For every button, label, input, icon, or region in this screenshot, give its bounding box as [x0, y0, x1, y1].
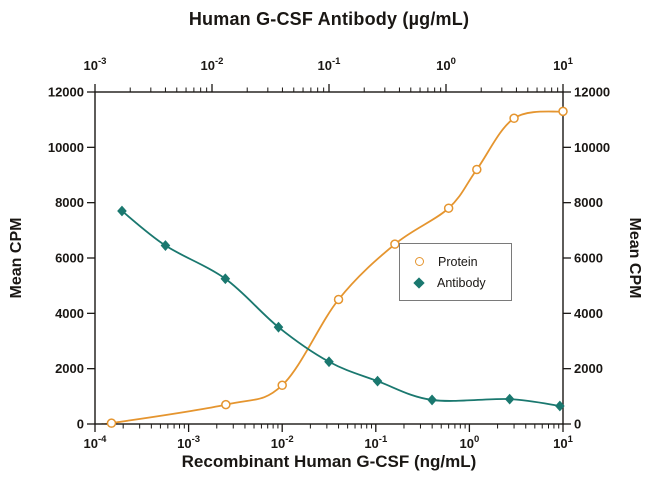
- svg-text:101: 101: [553, 434, 573, 451]
- svg-text:100: 100: [460, 434, 480, 451]
- y-axis-left-ticks: 0 2000 4000 6000 8000 10000 12000: [48, 85, 95, 432]
- bottom-axis-title: Recombinant Human G-CSF (ng/mL): [181, 452, 477, 471]
- svg-text:4000: 4000: [574, 306, 603, 321]
- svg-text:6000: 6000: [55, 251, 84, 266]
- svg-text:10-3: 10-3: [84, 56, 107, 73]
- svg-text:10-4: 10-4: [84, 434, 108, 451]
- legend-item-antibody: Antibody: [413, 272, 507, 293]
- x-axis-top-ticks: 10-3 10-2 10-1 100 101: [84, 56, 574, 92]
- svg-text:10-2: 10-2: [201, 56, 224, 73]
- left-axis-title: Mean CPM: [8, 217, 25, 299]
- antibody-curve: [121, 210, 560, 407]
- svg-text:101: 101: [553, 56, 573, 73]
- legend-label-protein: Protein: [438, 254, 478, 269]
- svg-text:2000: 2000: [574, 361, 603, 376]
- protein-markers: [106, 106, 568, 428]
- svg-text:0: 0: [77, 417, 84, 432]
- right-axis-title: Mean CPM: [626, 217, 643, 299]
- svg-text:6000: 6000: [574, 251, 603, 266]
- y-axis-right-ticks: 0 2000 4000 6000 8000 10000 12000: [563, 85, 610, 432]
- antibody-diamond-icon: [413, 276, 425, 289]
- svg-text:12000: 12000: [48, 85, 84, 100]
- antibody-markers: [117, 205, 565, 412]
- svg-text:2000: 2000: [55, 361, 84, 376]
- svg-text:10-2: 10-2: [271, 434, 294, 451]
- legend-label-antibody: Antibody: [437, 275, 486, 290]
- svg-text:10000: 10000: [48, 140, 84, 155]
- protein-open-circle-icon: [415, 257, 424, 266]
- svg-text:8000: 8000: [55, 195, 84, 210]
- legend: Protein Antibody: [399, 243, 512, 301]
- svg-text:10-1: 10-1: [364, 434, 388, 451]
- svg-text:12000: 12000: [574, 85, 610, 100]
- top-axis-title: Human G-CSF Antibody (µg/mL): [188, 9, 470, 29]
- svg-text:8000: 8000: [574, 195, 603, 210]
- svg-text:0: 0: [574, 417, 581, 432]
- svg-text:10000: 10000: [574, 140, 610, 155]
- x-axis-bottom-ticks: 10-4 10-3 10-2 10-1 100 101: [84, 424, 574, 451]
- svg-text:10-3: 10-3: [177, 434, 200, 451]
- svg-text:100: 100: [436, 56, 456, 73]
- legend-item-protein: Protein: [415, 251, 507, 272]
- svg-text:10-1: 10-1: [318, 56, 342, 73]
- protein-curve: [99, 110, 563, 424]
- svg-text:4000: 4000: [55, 306, 84, 321]
